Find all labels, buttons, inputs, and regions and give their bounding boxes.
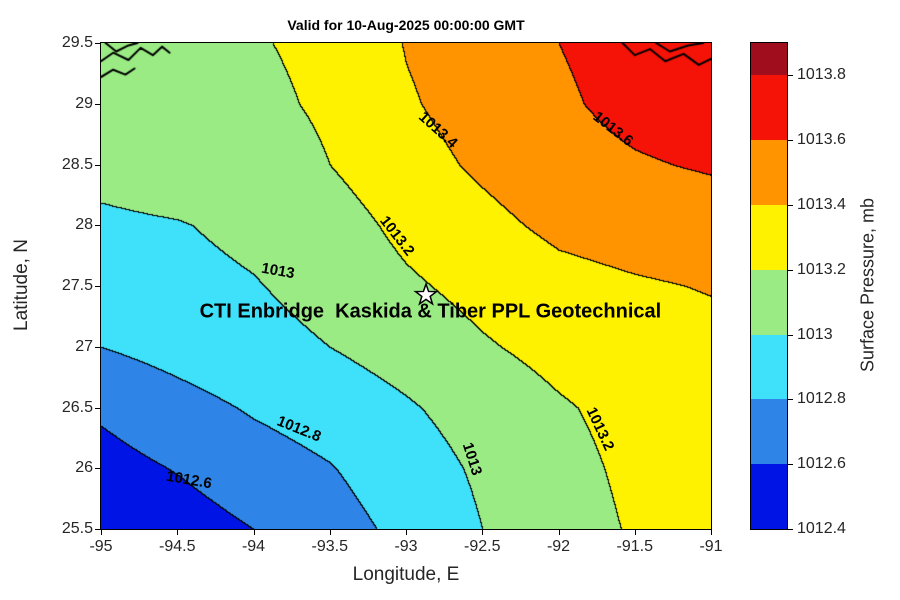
colorbar-band <box>751 75 787 141</box>
colorbar-tick-label: 1013.6 <box>797 131 846 149</box>
colorbar-tick-label: 1013 <box>797 325 833 343</box>
x-tick-label: -91.5 <box>616 538 653 555</box>
y-tick-label: 29 <box>75 94 93 112</box>
x-tick-mark <box>329 530 331 535</box>
y-tick-label: 28.5 <box>61 155 93 173</box>
x-tick-mark <box>253 530 255 535</box>
x-tick-mark <box>711 530 712 535</box>
x-tick-mark <box>177 530 179 535</box>
x-tick-label: -94 <box>241 538 266 555</box>
plot-title: Valid for 10-Aug-2025 00:00:00 GMT <box>287 17 525 33</box>
x-tick-label: -92 <box>546 538 571 555</box>
colorbar-tick-mark <box>788 75 793 77</box>
contour-label: 1013.4 <box>415 108 461 153</box>
y-tick-mark <box>95 286 100 287</box>
contour-label: 1013 <box>458 440 485 478</box>
colorbar <box>750 42 788 530</box>
colorbar-tick-mark <box>788 529 793 530</box>
colorbar-band <box>751 269 787 335</box>
x-tick-mark <box>482 530 484 535</box>
star-icon <box>413 281 439 306</box>
colorbar-tick-label: 1013.8 <box>797 66 846 84</box>
star-marker <box>413 281 439 306</box>
contour-label: 1013 <box>259 260 296 283</box>
colorbar-tick-mark <box>788 140 793 142</box>
contour-label: 1013.2 <box>376 212 418 260</box>
contour-label: 1012.6 <box>165 468 214 493</box>
plot-overlay: CTI Enbridge Kaskida & Tiber PPL Geotech… <box>101 43 711 529</box>
y-tick-mark <box>95 103 100 105</box>
y-tick-mark <box>95 407 100 409</box>
colorbar-tick-label: 1012.6 <box>797 455 846 473</box>
y-tick-mark <box>95 529 100 530</box>
y-tick-label: 27.5 <box>61 277 93 294</box>
colorbar-band <box>751 205 787 270</box>
x-tick-label: -91 <box>699 538 723 555</box>
x-tick-mark <box>634 530 636 535</box>
y-tick-mark <box>95 468 100 470</box>
y-tick-label: 28 <box>75 216 93 234</box>
plot-area: CTI Enbridge Kaskida & Tiber PPL Geotech… <box>100 42 712 530</box>
x-tick-mark <box>101 530 102 535</box>
contour-label: 1012.8 <box>274 412 324 446</box>
colorbar-band <box>751 43 787 76</box>
y-tick-mark <box>95 346 100 348</box>
x-tick-label: -93.5 <box>311 538 348 555</box>
colorbar-tick-mark <box>788 269 793 271</box>
y-tick-label: 27 <box>75 337 93 355</box>
y-tick-mark <box>95 164 100 166</box>
annotation-text: CTI Enbridge Kaskida & Tiber PPL Geotech… <box>199 300 662 322</box>
y-tick-label: 26 <box>75 459 93 477</box>
colorbar-tick-label: 1012.4 <box>797 520 846 537</box>
colorbar-tick-mark <box>788 205 793 206</box>
y-tick-label: 29.5 <box>61 34 93 51</box>
x-tick-label: -94.5 <box>159 538 196 555</box>
colorbar-band <box>751 464 787 529</box>
y-tick-mark <box>95 225 100 227</box>
colorbar-tick-label: 1013.2 <box>797 260 846 278</box>
y-tick-label: 26.5 <box>61 398 93 416</box>
contour-canvas <box>101 43 711 529</box>
contour-label: 1013.2 <box>582 404 618 454</box>
x-tick-mark <box>558 530 560 535</box>
colorbar-band <box>751 140 787 205</box>
colorbar-tick-mark <box>788 334 793 336</box>
y-tick-mark <box>95 43 100 44</box>
colorbar-tick-label: 1013.4 <box>797 196 846 213</box>
y-tick-label: 25.5 <box>61 520 93 537</box>
colorbar-band <box>751 399 787 465</box>
x-tick-label: -95 <box>89 538 113 555</box>
colorbar-tick-mark <box>788 399 793 401</box>
colorbar-band <box>751 334 787 400</box>
x-tick-label: -93 <box>394 538 418 555</box>
colorbar-label: Surface Pressure, mb <box>857 197 878 373</box>
x-tick-label: -92.5 <box>464 538 501 555</box>
contour-label: 1013.6 <box>590 108 637 151</box>
x-tick-mark <box>406 530 407 535</box>
y-axis-label: Latitude, N <box>11 239 32 331</box>
colorbar-tick-mark <box>788 464 793 466</box>
colorbar-tick-label: 1012.8 <box>797 390 846 408</box>
x-axis-label: Longitude, E <box>352 564 460 585</box>
